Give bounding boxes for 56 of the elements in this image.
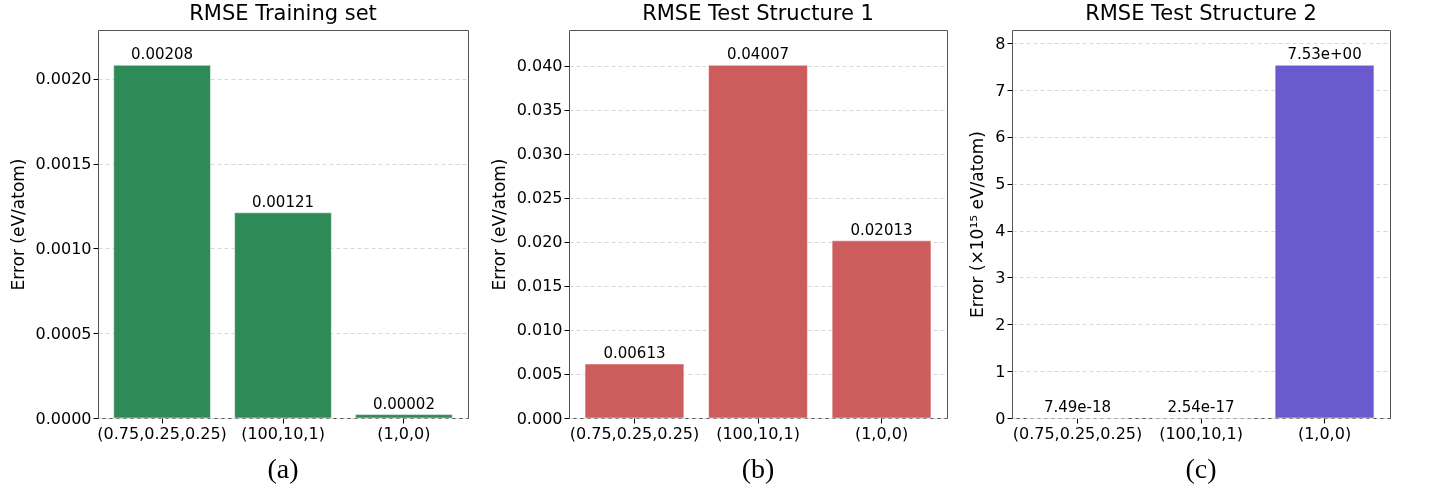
y-tick-label: 0.005: [516, 364, 563, 384]
chart-title: RMSE Training set: [189, 1, 377, 25]
chart-title: RMSE Test Structure 1: [642, 1, 874, 25]
x-tick-label: (1,0,0): [1297, 423, 1352, 443]
y-tick-label: 0.0000: [35, 408, 92, 428]
y-tick-label: 7: [995, 80, 1006, 100]
data-label: 0.00208: [131, 45, 194, 64]
text: (b): [741, 453, 775, 484]
data-label: 7.49e-18: [1043, 398, 1112, 416]
y-axis-title: Error (eV/atom): [488, 158, 509, 291]
data-label: 0.04007: [726, 45, 790, 64]
x-tick-label: (0.75,0.25,0.25): [1012, 423, 1143, 443]
y-tick-label: 2: [995, 314, 1006, 334]
x-tick-label: (100,10,1): [1159, 423, 1243, 443]
y-tick-label: 0.040: [516, 56, 563, 76]
y-tick-label: 0: [995, 408, 1006, 428]
data-label: 2.54e-17: [1167, 398, 1235, 416]
y-tick-label: 5: [995, 174, 1006, 194]
bar: [234, 212, 332, 419]
y-tick-label: 0.0015: [35, 154, 92, 174]
data-label: 7.53e+00: [1287, 45, 1362, 64]
x-tick-label: (1,0,0): [854, 423, 909, 443]
y-tick-label: 0.0010: [35, 238, 92, 258]
bar: [584, 363, 685, 419]
data-label: 0.00002: [372, 394, 435, 413]
bar: [113, 65, 211, 419]
y-tick-label: 0.010: [516, 320, 563, 340]
y-tick-label: 0.020: [516, 232, 563, 252]
y-tick-label: 0.015: [516, 276, 563, 296]
y-axis-title: Error (eV/atom): [7, 158, 28, 291]
text: (a): [267, 453, 299, 484]
data-label: 0.00121: [251, 192, 315, 211]
x-tick-label: (0.75,0.25,0.25): [569, 423, 700, 443]
data-label: 0.00613: [603, 344, 666, 363]
y-tick-label: 0.030: [516, 144, 563, 164]
y-axis-title: Error (×10¹⁵ eV/atom): [967, 131, 988, 318]
y-tick-label: 6: [995, 127, 1006, 147]
x-tick-label: (0.75,0.25,0.25): [97, 423, 227, 443]
y-tick-label: 1: [995, 361, 1006, 381]
y-tick-label: 8: [995, 33, 1006, 53]
y-tick-label: 3: [995, 267, 1006, 287]
bar: [708, 65, 808, 419]
y-tick-label: 0.035: [516, 100, 563, 120]
y-tick-label: 0.0020: [35, 69, 92, 89]
y-tick-label: 0.000: [516, 408, 563, 428]
bar: [355, 414, 453, 419]
y-tick-label: 0.025: [516, 188, 563, 208]
chart-title: RMSE Test Structure 2: [1085, 1, 1317, 25]
x-tick-label: (100,10,1): [241, 423, 325, 443]
y-tick-label: 4: [995, 221, 1006, 241]
text: (c): [1185, 453, 1217, 484]
bar: [831, 240, 932, 419]
x-tick-label: (100,10,1): [716, 423, 800, 443]
y-tick-label: 0.0005: [35, 323, 92, 343]
data-label: 0.02013: [850, 220, 913, 239]
x-tick-label: (1,0,0): [377, 423, 431, 443]
